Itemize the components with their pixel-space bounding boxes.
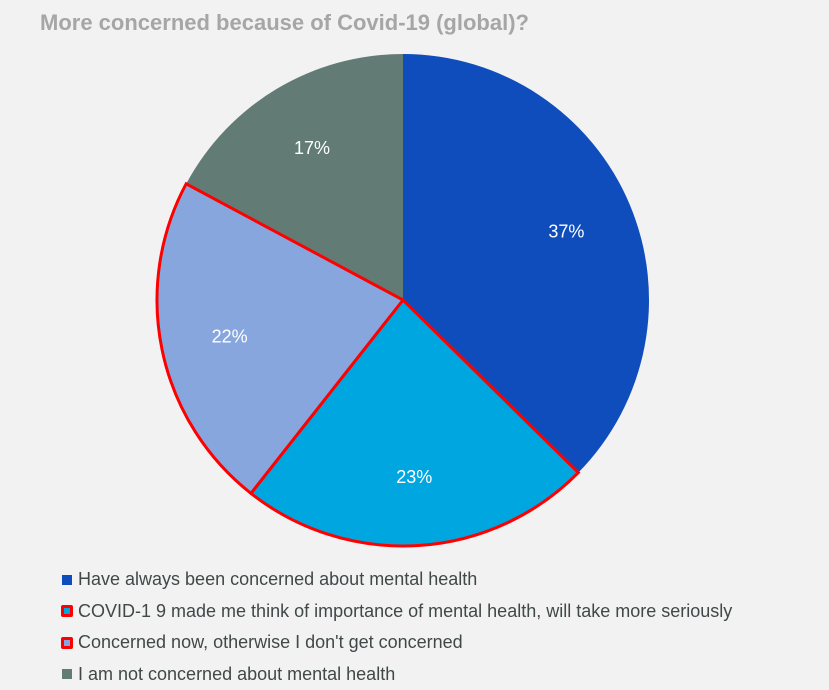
legend-swatch	[62, 575, 72, 585]
legend-label: I am not concerned about mental health	[78, 664, 395, 685]
legend-label: Have always been concerned about mental …	[78, 569, 477, 590]
legend-label: Concerned now, otherwise I don't get con…	[78, 632, 463, 653]
legend-item: COVID-1 9 made me think of importance of…	[62, 596, 732, 628]
data-label: 37%	[548, 222, 584, 242]
legend-item: Have always been concerned about mental …	[62, 564, 732, 596]
legend-swatch	[62, 669, 72, 679]
data-label: 17%	[294, 138, 330, 158]
legend-label: COVID-1 9 made me think of importance of…	[78, 601, 732, 622]
data-label: 23%	[396, 467, 432, 487]
legend-item: I am not concerned about mental health	[62, 659, 732, 690]
legend-item: Concerned now, otherwise I don't get con…	[62, 627, 732, 659]
legend-swatch	[61, 637, 73, 649]
legend-swatch	[61, 605, 73, 617]
data-label: 22%	[212, 326, 248, 346]
legend: Have always been concerned about mental …	[62, 564, 732, 690]
pie-chart: 37% 23% 22% 17%	[0, 0, 829, 560]
